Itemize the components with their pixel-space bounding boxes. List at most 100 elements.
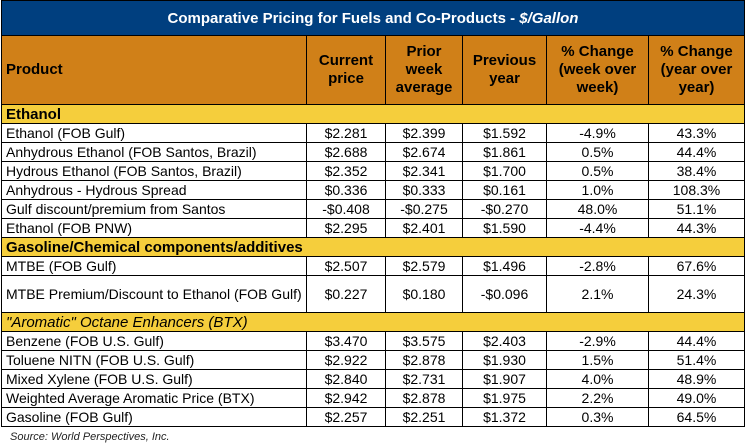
value-cell: $2.942: [306, 388, 386, 408]
value-cell: 0.3%: [546, 407, 649, 427]
value-cell: 67.6%: [648, 256, 745, 276]
section-title: Ethanol: [1, 104, 745, 124]
product-cell: Gulf discount/premium from Santos: [1, 199, 307, 219]
value-cell: -$0.096: [462, 275, 547, 313]
product-cell: MTBE (FOB Gulf): [1, 256, 307, 276]
value-cell: $2.281: [306, 123, 386, 143]
value-cell: -4.9%: [546, 123, 649, 143]
value-cell: -$0.275: [385, 199, 463, 219]
column-header: % Change (week over week): [546, 35, 649, 105]
value-cell: $1.930: [462, 350, 547, 370]
column-header: Product: [1, 35, 307, 105]
value-cell: 44.3%: [648, 218, 745, 238]
title-text: Comparative Pricing for Fuels and Co-Pro…: [167, 9, 520, 27]
value-cell: $1.592: [462, 123, 547, 143]
product-cell: MTBE Premium/Discount to Ethanol (FOB Gu…: [1, 275, 307, 313]
pricing-table: Comparative Pricing for Fuels and Co-Pro…: [1, 0, 745, 427]
value-cell: 108.3%: [648, 180, 745, 200]
value-cell: 2.1%: [546, 275, 649, 313]
value-cell: $0.227: [306, 275, 386, 313]
value-cell: 38.4%: [648, 161, 745, 181]
value-cell: 0.5%: [546, 161, 649, 181]
value-cell: -$0.408: [306, 199, 386, 219]
value-cell: 44.4%: [648, 142, 745, 162]
value-cell: $0.336: [306, 180, 386, 200]
value-cell: $2.840: [306, 369, 386, 389]
column-header: Prior week average: [385, 35, 463, 105]
value-cell: -4.4%: [546, 218, 649, 238]
column-header: Current price: [306, 35, 386, 105]
value-cell: -2.8%: [546, 256, 649, 276]
table-row: Gasoline (FOB Gulf) $2.257 $2.251 $1.372 0.3…: [1, 407, 745, 427]
product-cell: Mixed Xylene (FOB U.S. Gulf): [1, 369, 307, 389]
value-cell: 49.0%: [648, 388, 745, 408]
value-cell: $2.579: [385, 256, 463, 276]
value-cell: $2.341: [385, 161, 463, 181]
value-cell: -2.9%: [546, 331, 649, 351]
value-cell: 64.5%: [648, 407, 745, 427]
value-cell: $2.688: [306, 142, 386, 162]
table-row: Hydrous Ethanol (FOB Santos, Brazil) $2.3…: [1, 161, 745, 181]
product-cell: Hydrous Ethanol (FOB Santos, Brazil): [1, 161, 307, 181]
value-cell: -$0.270: [462, 199, 547, 219]
section-title: "Aromatic" Octane Enhancers (BTX): [1, 312, 745, 332]
product-cell: Anhydrous Ethanol (FOB Santos, Brazil): [1, 142, 307, 162]
value-cell: $1.907: [462, 369, 547, 389]
value-cell: 44.4%: [648, 331, 745, 351]
table-row: Ethanol (FOB Gulf) $2.281 $2.399 $1.592 -4.9…: [1, 123, 745, 143]
value-cell: $0.161: [462, 180, 547, 200]
table-title: Comparative Pricing for Fuels and Co-Pro…: [1, 0, 745, 36]
value-cell: $2.878: [385, 350, 463, 370]
product-cell: Gasoline (FOB Gulf): [1, 407, 307, 427]
table-row: MTBE (FOB Gulf) $2.507 $2.579 $1.496 -2.8% 67…: [1, 256, 745, 276]
product-cell: Ethanol (FOB Gulf): [1, 123, 307, 143]
table-row: Toluene NITN (FOB U.S. Gulf) $2.922 $2.878…: [1, 350, 745, 370]
table-row: Anhydrous - Hydrous Spread $0.336 $0.333 $0…: [1, 180, 745, 200]
value-cell: $0.180: [385, 275, 463, 313]
value-cell: $2.922: [306, 350, 386, 370]
value-cell: $1.861: [462, 142, 547, 162]
value-cell: 51.1%: [648, 199, 745, 219]
value-cell: $3.470: [306, 331, 386, 351]
value-cell: $2.878: [385, 388, 463, 408]
value-cell: $2.507: [306, 256, 386, 276]
value-cell: 4.0%: [546, 369, 649, 389]
product-cell: Ethanol (FOB PNW): [1, 218, 307, 238]
value-cell: $2.401: [385, 218, 463, 238]
value-cell: $2.251: [385, 407, 463, 427]
value-cell: 0.5%: [546, 142, 649, 162]
value-cell: $2.295: [306, 218, 386, 238]
value-cell: 48.0%: [546, 199, 649, 219]
value-cell: 1.5%: [546, 350, 649, 370]
product-cell: Anhydrous - Hydrous Spread: [1, 180, 307, 200]
section-header: Gasoline/Chemical components/additives: [1, 237, 745, 257]
table-row: Benzene (FOB U.S. Gulf) $3.470 $3.575 $2.40…: [1, 331, 745, 351]
value-cell: 24.3%: [648, 275, 745, 313]
value-cell: $3.575: [385, 331, 463, 351]
table-row: Mixed Xylene (FOB U.S. Gulf) $2.840 $2.731…: [1, 369, 745, 389]
value-cell: $2.257: [306, 407, 386, 427]
value-cell: $2.403: [462, 331, 547, 351]
table-row: Ethanol (FOB PNW) $2.295 $2.401 $1.590 -4.4%…: [1, 218, 745, 238]
value-cell: $2.674: [385, 142, 463, 162]
value-cell: $0.333: [385, 180, 463, 200]
product-cell: Toluene NITN (FOB U.S. Gulf): [1, 350, 307, 370]
value-cell: $1.496: [462, 256, 547, 276]
table-row: MTBE Premium/Discount to Ethanol (FOB Gu…: [1, 275, 745, 313]
table-row: Anhydrous Ethanol (FOB Santos, Brazil) $2…: [1, 142, 745, 162]
section-header: "Aromatic" Octane Enhancers (BTX): [1, 312, 745, 332]
table-row: Weighted Average Aromatic Price (BTX) $2.…: [1, 388, 745, 408]
value-cell: 51.4%: [648, 350, 745, 370]
product-cell: Weighted Average Aromatic Price (BTX): [1, 388, 307, 408]
value-cell: 1.0%: [546, 180, 649, 200]
table-row: Gulf discount/premium from Santos -$0.408…: [1, 199, 745, 219]
title-unit: $/Gallon: [519, 9, 579, 27]
value-cell: $1.975: [462, 388, 547, 408]
value-cell: 48.9%: [648, 369, 745, 389]
column-header: % Change (year over year): [648, 35, 745, 105]
product-cell: Benzene (FOB U.S. Gulf): [1, 331, 307, 351]
value-cell: $2.399: [385, 123, 463, 143]
source-note: Source: World Perspectives, Inc.: [10, 431, 170, 443]
value-cell: $2.352: [306, 161, 386, 181]
value-cell: 43.3%: [648, 123, 745, 143]
